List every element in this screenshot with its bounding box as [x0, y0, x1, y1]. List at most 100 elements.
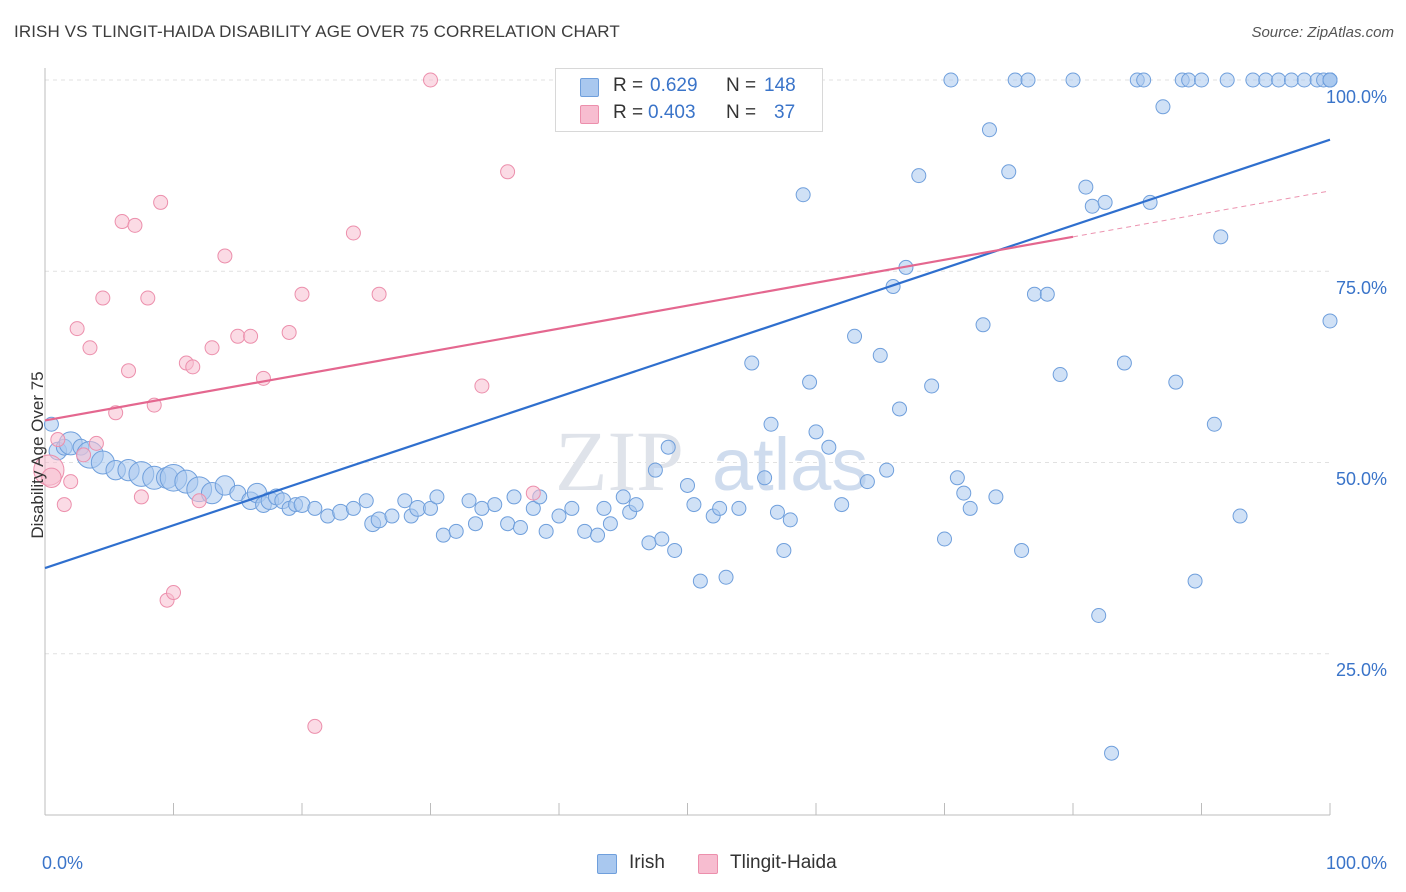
y-axis-label: Disability Age Over 75 [28, 371, 47, 539]
irish-point [879, 462, 895, 478]
irish-point [429, 489, 445, 505]
irish-point [551, 508, 567, 524]
tlingit-points [33, 72, 541, 734]
irish-points [43, 72, 1338, 761]
irish-point [564, 500, 580, 516]
bottom-swatch-tlingit [698, 854, 718, 874]
tlingit-point [56, 497, 72, 513]
irish-point [1232, 508, 1248, 524]
tlingit-trend-extension [1072, 190, 1331, 238]
irish-point [1296, 72, 1312, 88]
irish-point [307, 500, 323, 516]
tlingit-point [191, 493, 207, 509]
irish-point [975, 317, 991, 333]
irish-point [512, 520, 528, 536]
irish-point [847, 328, 863, 344]
irish-point [937, 531, 952, 547]
irish-point [506, 489, 522, 505]
tlingit-point [423, 72, 438, 88]
irish-point [1245, 72, 1261, 88]
irish-point [1194, 72, 1209, 88]
legend-r-value: 0.629 [650, 75, 698, 96]
irish-point [686, 497, 702, 513]
irish-point [590, 527, 606, 543]
tlingit-point [166, 585, 181, 601]
irish-point [474, 500, 490, 516]
irish-point [370, 511, 388, 529]
irish-point [1219, 72, 1235, 88]
tlingit-point [114, 214, 130, 230]
tlingit-point [500, 164, 516, 180]
legend: R = 0.629 N = 148 R = 0.403 N = 37 [555, 68, 823, 132]
y-tick-25: 25.0% [1336, 660, 1388, 680]
irish-point [1078, 179, 1094, 195]
legend-n-value: 148 [764, 75, 796, 96]
irish-point [949, 470, 965, 486]
irish-point [859, 474, 875, 490]
irish-point [956, 485, 972, 501]
irish-point [892, 401, 908, 417]
irish-point [1213, 229, 1229, 245]
tlingit-point [95, 290, 111, 306]
irish-point [962, 500, 978, 516]
irish-point [680, 477, 695, 493]
irish-point [1007, 72, 1023, 88]
irish-point [821, 439, 837, 455]
irish-point [660, 439, 676, 455]
tlingit-trend-line [44, 235, 1074, 422]
legend-swatch-irish [580, 78, 599, 97]
irish-point [834, 497, 850, 513]
irish-point [1104, 745, 1120, 761]
tlingit-point [345, 225, 361, 241]
irish-point [731, 500, 747, 516]
tlingit-point [153, 194, 169, 210]
watermark-atlas: atlas [712, 423, 868, 506]
tlingit-point [140, 290, 156, 306]
irish-point [397, 493, 413, 509]
legend-r-label: R = [613, 102, 644, 123]
y-tick-100: 100.0% [1326, 87, 1388, 107]
tlingit-point [69, 321, 85, 337]
irish-point [345, 500, 361, 516]
irish-point [1097, 194, 1113, 210]
x-tick-max: 100.0% [1326, 853, 1388, 873]
legend-r-label: R = [613, 75, 644, 96]
irish-point [448, 523, 464, 539]
irish-point [911, 168, 927, 184]
tlingit-point [121, 363, 137, 379]
irish-point [744, 355, 760, 371]
irish-point [1026, 286, 1042, 302]
legend-n-label: N = [726, 102, 757, 123]
irish-point [782, 512, 798, 528]
irish-point [712, 500, 728, 516]
irish-point [808, 424, 824, 440]
irish-point [293, 496, 311, 513]
irish-point [988, 489, 1004, 505]
irish-point [1136, 72, 1152, 88]
tlingit-point [243, 328, 259, 344]
irish-point [628, 497, 644, 513]
irish-point [1168, 374, 1184, 390]
irish-point [538, 523, 554, 539]
tlingit-point [88, 435, 104, 451]
tlingit-point [217, 248, 233, 264]
tlingit-point [50, 432, 66, 448]
irish-point [596, 500, 612, 516]
irish-point [358, 493, 374, 509]
irish-point [1181, 72, 1197, 88]
irish-point [423, 500, 438, 516]
irish-point [1116, 355, 1132, 371]
trend-lines [44, 138, 1331, 570]
irish-point [1155, 99, 1171, 115]
irish-point [1084, 198, 1100, 214]
tlingit-point [474, 378, 490, 394]
irish-point [981, 122, 997, 138]
irish-point [757, 470, 773, 486]
tlingit-point [41, 467, 62, 488]
irish-point [872, 347, 888, 363]
irish-point [654, 531, 670, 547]
irish-point [615, 489, 631, 505]
irish-point [1322, 72, 1338, 88]
irish-point [802, 374, 818, 390]
